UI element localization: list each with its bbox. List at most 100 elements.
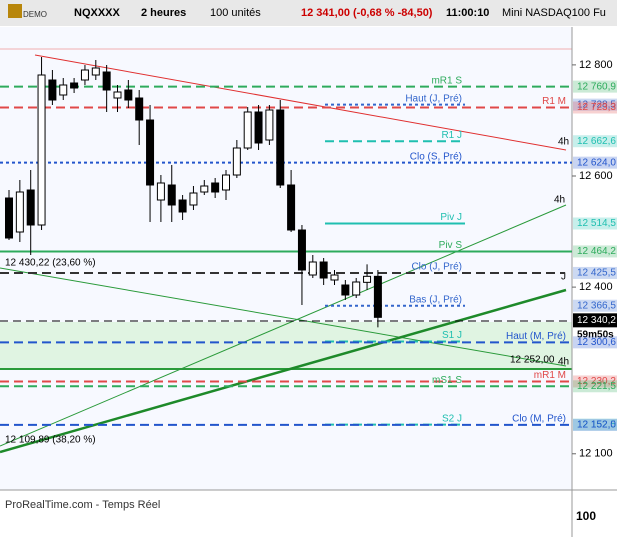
- logo: DEMO: [23, 10, 47, 19]
- price-box: [573, 98, 617, 111]
- price-box-label: 12 728,5: [577, 99, 616, 110]
- volume-axis-label: 100: [576, 509, 596, 523]
- price-box: [573, 380, 617, 393]
- candle-body: [37, 74, 46, 226]
- trendline: [0, 288, 567, 454]
- price-box: [573, 156, 617, 169]
- time: 11:00:10: [446, 7, 489, 19]
- price-box: [573, 135, 617, 148]
- trendline: [34, 54, 567, 151]
- candle-body: [15, 191, 24, 233]
- y-tick-label: 12 600: [579, 170, 613, 182]
- level-label: mS1 S: [432, 375, 462, 386]
- price-box: [573, 217, 617, 230]
- level-label: Bas (J, Pré): [409, 294, 462, 305]
- candle-body: [243, 111, 252, 149]
- price-box-label: 12 425,5: [577, 268, 616, 279]
- annotation: J: [561, 272, 566, 283]
- annotation: 4h: [554, 195, 565, 206]
- y-tick-label: 12 800: [579, 59, 613, 71]
- zone: [0, 322, 572, 369]
- y-tick-label: 12 400: [579, 281, 613, 293]
- symbol[interactable]: NQXXXX: [74, 7, 121, 19]
- level-label: Piv S: [439, 240, 463, 251]
- price-box-label: 12 514,5: [577, 218, 616, 229]
- logo-icon: [8, 4, 22, 18]
- trendline: [0, 204, 567, 447]
- countdown: 59m50s: [577, 330, 614, 341]
- instrument: Mini NASDAQ100 Fu: [502, 7, 606, 19]
- annotation: 4h: [558, 357, 569, 368]
- price-box-label: 12 366,5: [577, 300, 616, 311]
- price-box-label: 12 300,6: [577, 337, 616, 348]
- candle-body: [102, 71, 111, 91]
- candle-body: [341, 284, 350, 296]
- price-box: [573, 101, 617, 114]
- annotation: 12 252,00: [510, 355, 555, 366]
- candle-body: [308, 261, 317, 276]
- footer: ProRealTime.com - Temps Réel: [5, 499, 160, 511]
- annotation: 12 430,22 (23,60 %): [5, 258, 96, 269]
- price-box: [573, 266, 617, 279]
- candle-body: [222, 174, 230, 191]
- price-box: [573, 375, 617, 388]
- level-label: mR1 S: [431, 75, 462, 86]
- price-box: [573, 299, 617, 312]
- y-tick-label: 12 100: [579, 448, 613, 460]
- units[interactable]: 100 unités: [210, 7, 261, 19]
- candle-body: [178, 199, 187, 213]
- price-box-label: 12 221,5: [577, 381, 616, 392]
- candle-body: [232, 147, 241, 176]
- current-price-box: [573, 313, 617, 328]
- level-label: mR1 M: [534, 370, 566, 381]
- price-box: [573, 418, 617, 431]
- price-box: [573, 336, 617, 349]
- candle-body: [352, 281, 361, 296]
- candle-body: [265, 109, 274, 141]
- price-box-label: 12 152,0: [577, 420, 616, 431]
- candle-body: [135, 97, 144, 121]
- candle-body: [59, 84, 68, 96]
- price-box-label: 12 230,2: [577, 376, 616, 387]
- annotation: 12 109,89 (38,20 %): [5, 435, 96, 446]
- level-label: Haut (J, Pré): [405, 93, 462, 104]
- price-box: [573, 418, 617, 431]
- candle-body: [363, 275, 372, 283]
- candle-body: [287, 184, 296, 231]
- period[interactable]: 2 heures: [141, 7, 186, 19]
- candle-body: [254, 111, 263, 144]
- price-box: [573, 80, 617, 93]
- candle-body: [211, 182, 220, 193]
- candle-body: [373, 275, 382, 318]
- current-price-label: 12 340,2: [577, 315, 616, 326]
- candle-body: [167, 184, 176, 206]
- candle-body: [48, 79, 57, 101]
- level-label: R1 J: [441, 130, 462, 141]
- candle-body: [113, 91, 122, 99]
- level-label: Haut (M, Pré): [506, 331, 566, 342]
- quote: 12 341,00 (-0,68 % -84,50): [301, 7, 433, 19]
- candle-body: [5, 197, 13, 239]
- level-label: R1 M: [542, 96, 566, 107]
- price-box-label: 12 760,9: [577, 81, 616, 92]
- level-label: Clo (M, Pré): [512, 414, 566, 425]
- level-label: Clo (S, Pré): [410, 151, 462, 162]
- price-box-label: 12 464,2: [577, 246, 616, 257]
- candle-body: [70, 82, 79, 89]
- price-box-label: 12 624,0: [577, 157, 616, 168]
- candle-body: [146, 119, 155, 186]
- price-box-label: 12 662,6: [577, 136, 616, 147]
- annotation: 4h: [558, 137, 569, 148]
- trendline: [0, 267, 567, 367]
- level-label: S1 J: [442, 330, 462, 341]
- candle-body: [156, 182, 165, 201]
- candle-body: [80, 69, 89, 81]
- candle-body: [297, 229, 306, 271]
- price-box-label: 12 152,5: [577, 419, 616, 430]
- candle-body: [26, 189, 35, 226]
- candle-body: [276, 109, 285, 186]
- candle-body: [200, 185, 209, 193]
- candle-body: [91, 67, 100, 76]
